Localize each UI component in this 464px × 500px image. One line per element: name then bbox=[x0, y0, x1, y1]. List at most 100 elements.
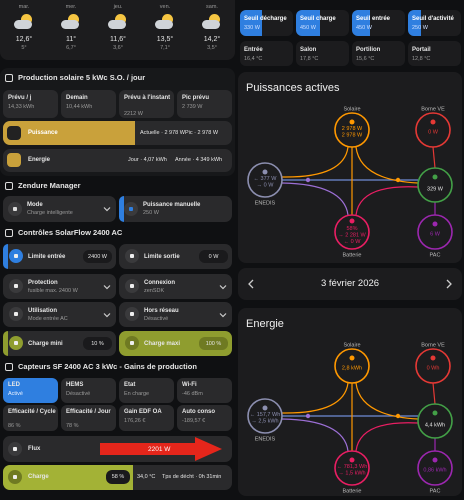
sun-icon bbox=[115, 14, 126, 25]
node-value: 0 Wh bbox=[427, 365, 440, 371]
charge-percent: 58 % bbox=[111, 474, 125, 480]
tile-label: Seuil charge bbox=[300, 16, 336, 22]
flow-arrow bbox=[100, 437, 222, 461]
node-label: Borne VE bbox=[421, 342, 445, 348]
next-day[interactable] bbox=[444, 278, 454, 290]
sensor-tile bbox=[177, 378, 232, 403]
tile-label: LED bbox=[8, 382, 20, 388]
tile-value: -189,57 € bbox=[182, 418, 206, 424]
tile-value: Mode entrée AC bbox=[28, 316, 68, 322]
icon bbox=[125, 307, 139, 321]
tile-value: En charge bbox=[124, 391, 150, 397]
chevron[interactable] bbox=[103, 205, 111, 213]
section-title: Zendure Manager bbox=[18, 181, 81, 190]
tile-value: 0 W bbox=[208, 253, 219, 260]
forecast-tile bbox=[3, 90, 58, 118]
tile-value: 2212 W bbox=[124, 111, 143, 117]
forecast-high: 11,6° bbox=[110, 36, 126, 43]
flow-line bbox=[281, 146, 349, 178]
temperature-tile bbox=[408, 41, 461, 66]
tile-value: Charge intelligente bbox=[27, 210, 73, 216]
threshold-fill bbox=[240, 10, 262, 36]
tile-value: 450 W bbox=[356, 25, 372, 31]
forecast-low: 5° bbox=[21, 45, 27, 51]
cloud-icon bbox=[14, 20, 32, 29]
node-solar bbox=[334, 348, 370, 384]
node-label: ENEDIS bbox=[255, 436, 276, 442]
tile-label: Mode bbox=[27, 202, 43, 208]
node-icon bbox=[262, 169, 268, 175]
section-icon bbox=[5, 74, 13, 82]
node-value: 58% bbox=[346, 226, 357, 232]
sensor-tile bbox=[61, 378, 116, 403]
tile-value: 176,26 € bbox=[124, 418, 146, 424]
node-ev bbox=[415, 348, 451, 384]
flow-diagram: 2,8 kWh Solaire 0 Wh Borne VE ← 157,7 Wh→ 2,… bbox=[247, 342, 453, 494]
chevron[interactable] bbox=[103, 283, 111, 291]
sensor-tile bbox=[61, 405, 116, 431]
tile-label: Gain EDF OA bbox=[124, 409, 162, 415]
forecast-card bbox=[0, 0, 235, 60]
flow-value: 2201 W bbox=[148, 446, 171, 453]
forecast-tile bbox=[177, 90, 232, 118]
node-icon bbox=[349, 119, 355, 125]
tile-value: 250 W bbox=[143, 210, 159, 216]
node-label: Solaire bbox=[343, 106, 360, 112]
sensor-tile bbox=[119, 405, 174, 431]
forecast-day: mar. bbox=[18, 4, 30, 10]
flow-line bbox=[281, 182, 349, 216]
node-grid bbox=[247, 162, 283, 198]
node-label: Batterie bbox=[343, 488, 362, 494]
node-icon bbox=[432, 174, 438, 180]
node-icon bbox=[430, 119, 436, 125]
node-value: 329 W bbox=[427, 186, 444, 192]
chevron[interactable] bbox=[219, 311, 227, 319]
flow-line bbox=[432, 146, 436, 169]
cloud-icon bbox=[108, 20, 126, 29]
sensor-tile bbox=[119, 378, 174, 403]
forecast-day: ven. bbox=[159, 4, 171, 10]
node-value: ← 0 W bbox=[344, 239, 362, 245]
previous-day[interactable] bbox=[246, 278, 256, 290]
flow-dot bbox=[305, 413, 311, 419]
node-icon bbox=[349, 355, 355, 361]
section-title: Contrôles SolarFlow 2400 AC bbox=[18, 228, 123, 237]
forecast-high: 14,2° bbox=[203, 36, 221, 43]
tile-value: 250 W bbox=[412, 25, 428, 31]
sun-icon bbox=[162, 14, 173, 25]
node-value: → 2,5 kWh bbox=[251, 419, 278, 425]
flow-line bbox=[355, 382, 419, 420]
section-icon bbox=[5, 182, 13, 190]
node-battery bbox=[334, 450, 370, 486]
icon-glyph bbox=[14, 254, 18, 258]
temperature-tile bbox=[296, 41, 349, 66]
tile-value: 78 % bbox=[66, 423, 79, 429]
tile-value: zenSDK bbox=[144, 288, 165, 294]
tile-value: 100 % bbox=[205, 340, 222, 347]
node-value: → 0 W bbox=[257, 183, 275, 189]
chevron[interactable] bbox=[219, 283, 227, 291]
value-pill: 2400 W bbox=[83, 250, 112, 263]
chevron-shape bbox=[103, 285, 111, 290]
section-title: Capteurs SF 2400 AC 3 kWc - Gains de pro… bbox=[18, 362, 197, 371]
card-title: Puissances actives bbox=[246, 82, 340, 94]
charge-time: Tps de décht · 0h 31min bbox=[162, 474, 222, 480]
sensor-tile bbox=[3, 405, 58, 431]
node-label: PAC bbox=[430, 252, 441, 258]
tile-value: 16,4 °C bbox=[244, 56, 263, 62]
node-value: → 1,5 kWh bbox=[338, 471, 365, 477]
forecast-day: sam. bbox=[206, 4, 218, 10]
node-icon bbox=[432, 410, 438, 416]
node-label: PAC bbox=[430, 488, 441, 494]
arrow-shape bbox=[446, 279, 452, 289]
tile-label: Demain bbox=[66, 95, 88, 101]
node-icon bbox=[432, 221, 438, 227]
node-value: 2 978 W bbox=[342, 133, 363, 139]
forecast-low: 7,1° bbox=[160, 45, 170, 51]
tile-label: Wi-Fi bbox=[182, 382, 197, 388]
tile-value: -46 dBm bbox=[182, 391, 203, 397]
sun-icon bbox=[209, 14, 220, 25]
chevron[interactable] bbox=[103, 311, 111, 319]
tile-label: Limite entrée bbox=[28, 254, 66, 260]
